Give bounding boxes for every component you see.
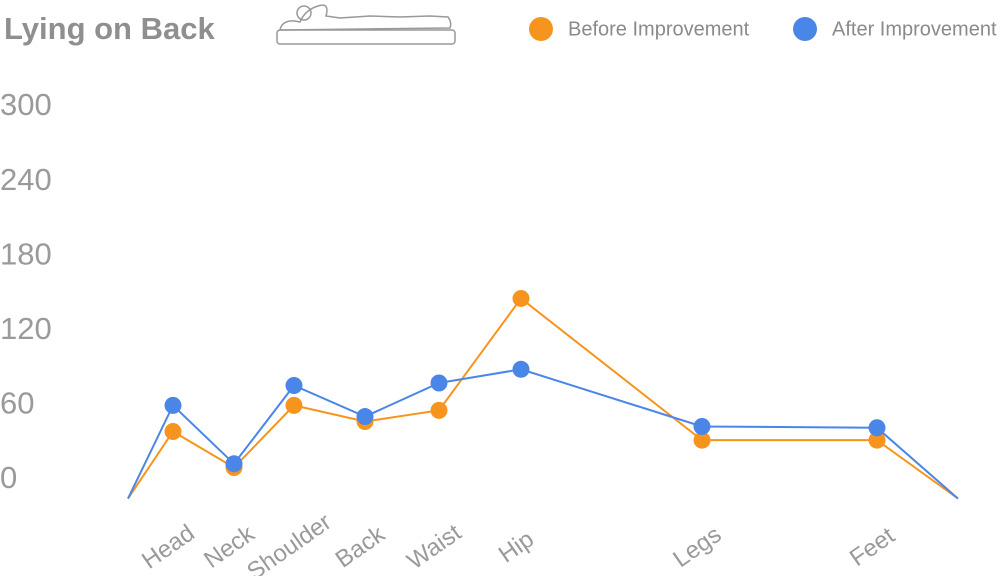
y-tick-label: 120 (0, 311, 52, 346)
legend-marker (529, 17, 553, 41)
legend: Before Improvement After Improvement (529, 17, 997, 41)
x-tick-label: Hip (494, 526, 539, 569)
x-tick-label: Head (137, 520, 199, 575)
point (693, 417, 711, 435)
x-tick-label: Legs (668, 521, 726, 573)
legend-label: Before Improvement (568, 18, 750, 40)
y-tick-label: 240 (0, 162, 52, 197)
y-tick-label: 300 (0, 87, 52, 122)
point (164, 422, 182, 440)
series-line (127, 297, 959, 500)
x-tick-label: Waist (402, 519, 466, 575)
chart-title: Lying on Back (4, 11, 215, 46)
point (693, 431, 711, 449)
mattress-icon (276, 4, 456, 45)
legend-label: After Improvement (832, 18, 997, 40)
point (512, 360, 530, 378)
point (512, 289, 530, 307)
point (430, 401, 448, 419)
point (868, 419, 886, 437)
series-line (127, 368, 959, 500)
x-tick-label: Back (331, 520, 391, 573)
point (430, 374, 448, 392)
y-tick-label: 180 (0, 236, 52, 271)
point (285, 396, 303, 414)
x-tick-label: Feet (845, 522, 900, 572)
legend-marker (793, 17, 817, 41)
point (225, 455, 243, 473)
y-tick-label: 0 (0, 460, 17, 495)
y-tick-label: 60 (0, 386, 34, 421)
point (868, 431, 886, 449)
point (164, 396, 182, 414)
point (356, 408, 374, 426)
point (285, 376, 303, 394)
